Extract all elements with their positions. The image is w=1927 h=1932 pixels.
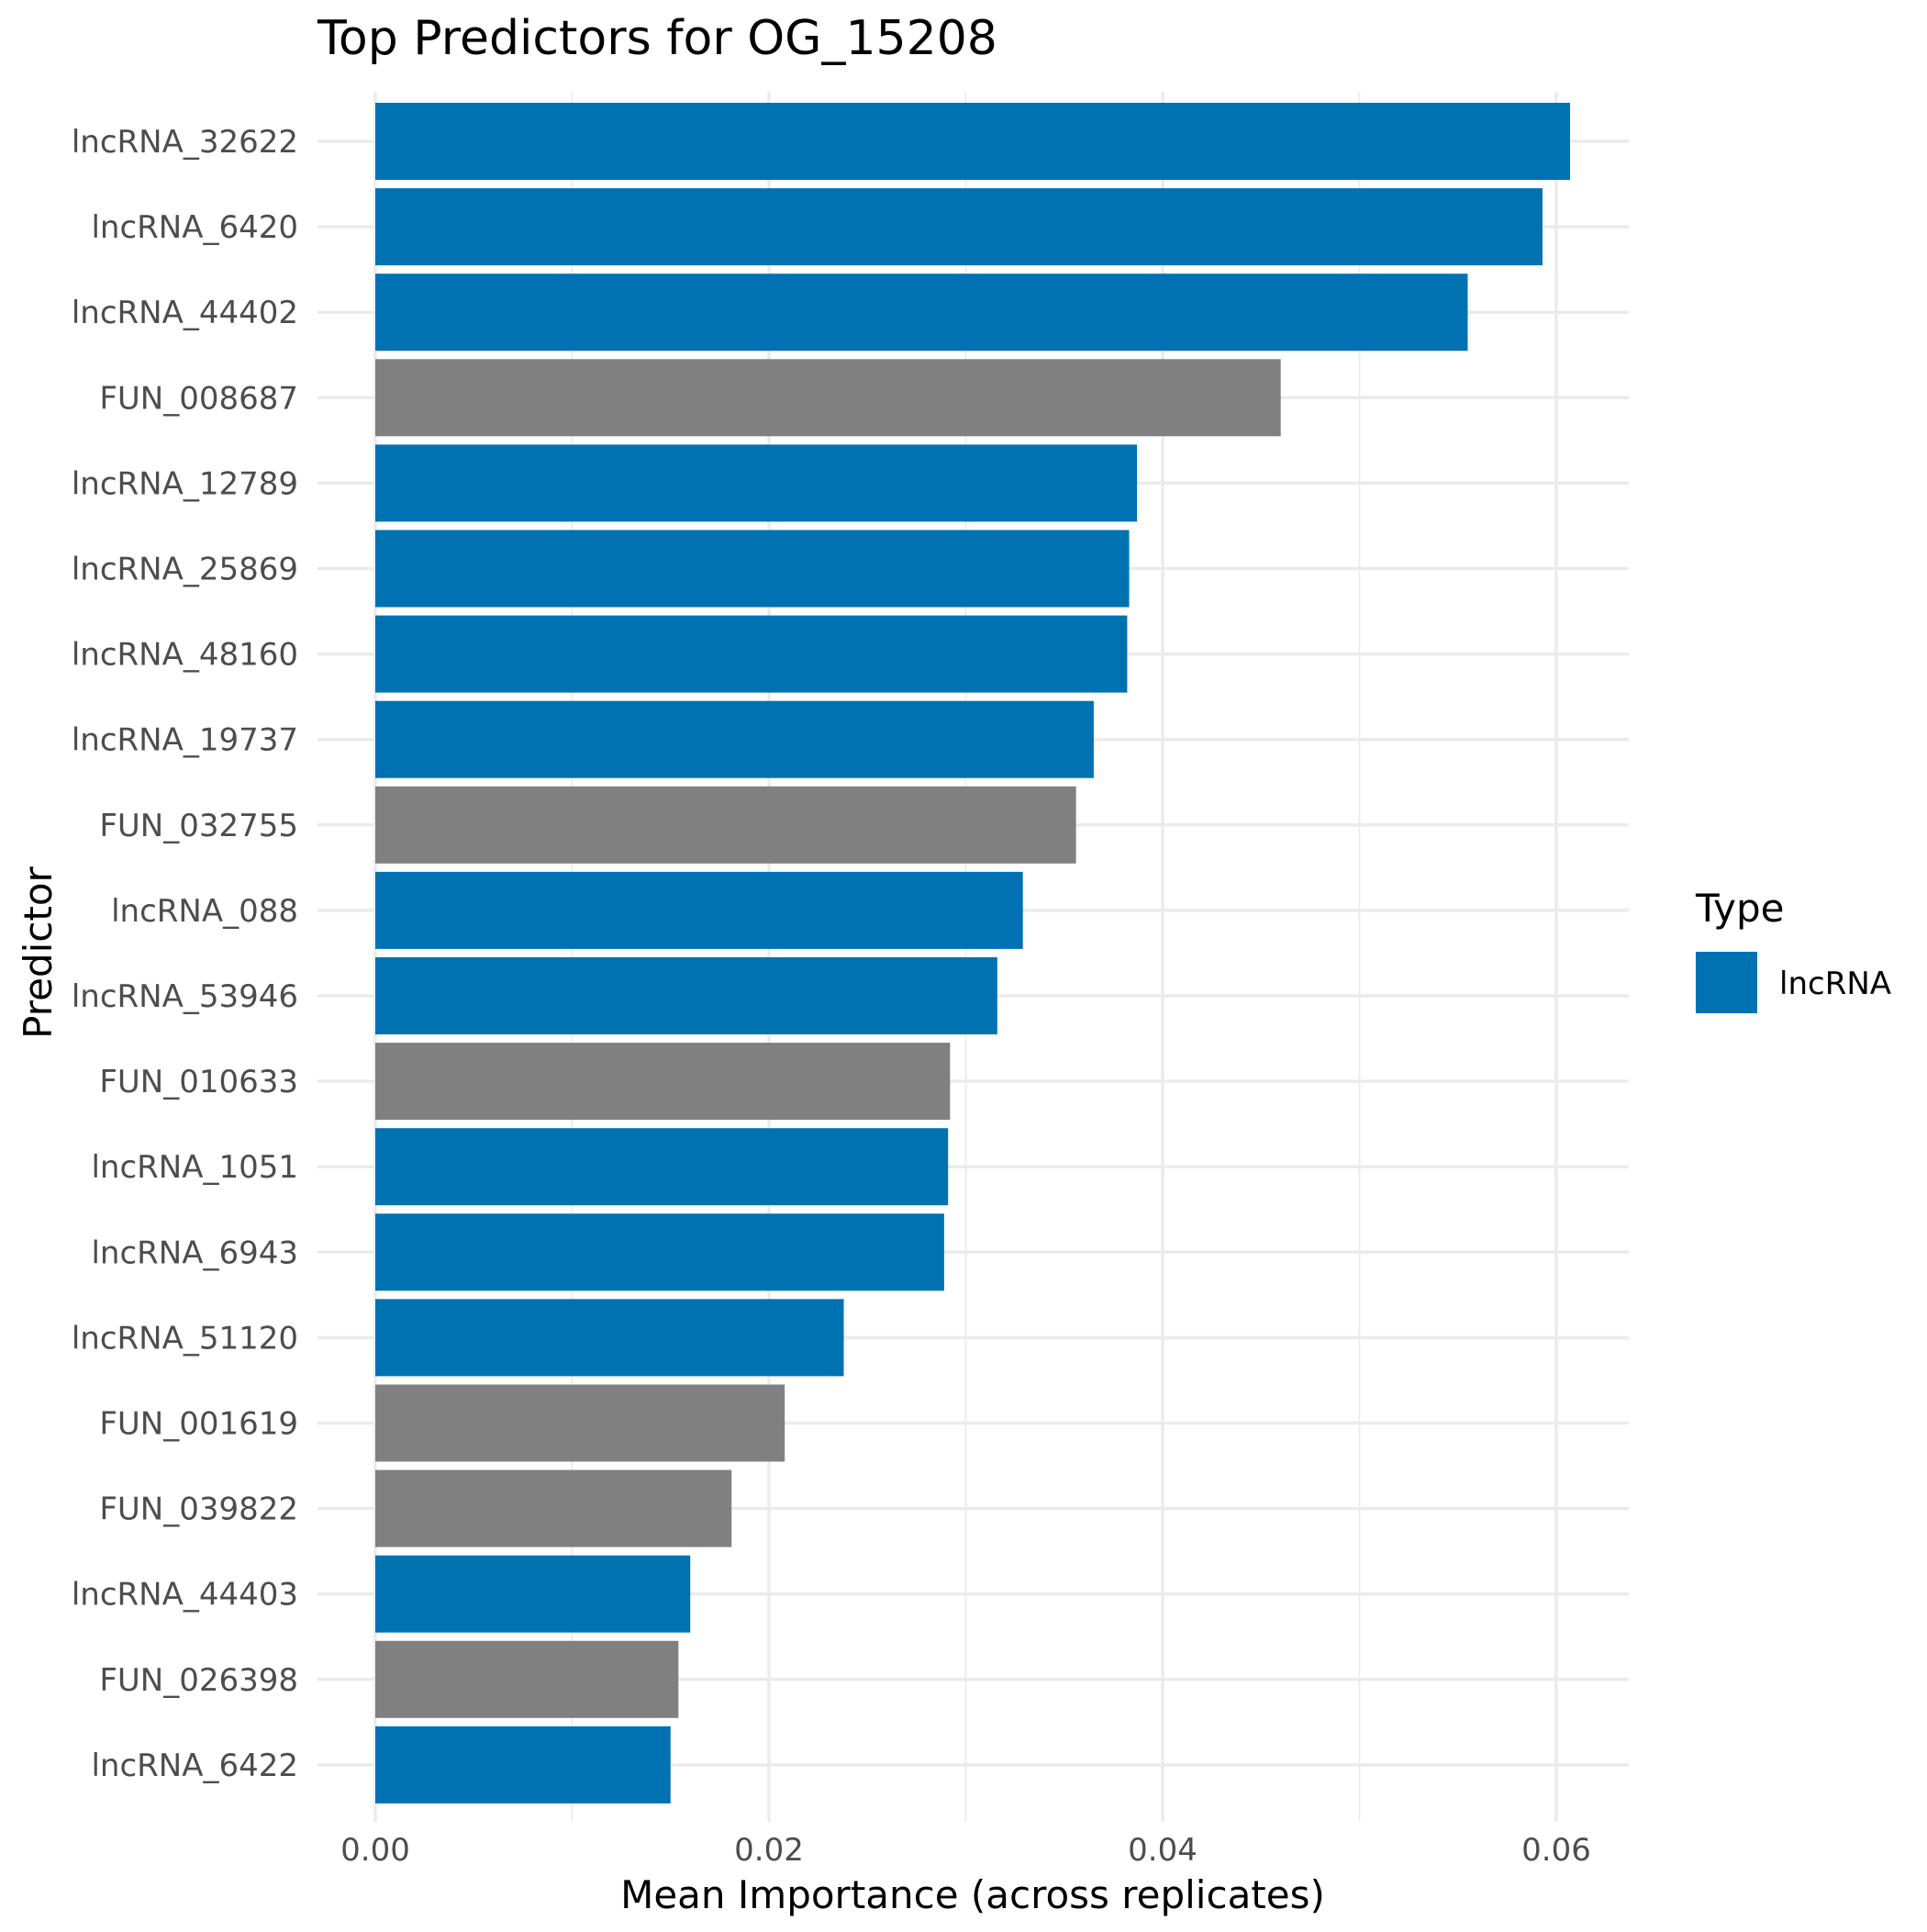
y-tick-label: lncRNA_6422 <box>91 1748 298 1784</box>
bar-lncRNA_1051 <box>375 1128 949 1206</box>
bar-lncRNA_48160 <box>375 615 1128 693</box>
bar-lncRNA_25869 <box>375 530 1130 608</box>
legend-label: lncRNA <box>1779 966 1891 1002</box>
x-tick-label: 0.04 <box>1128 1832 1197 1869</box>
bar-lncRNA_6943 <box>375 1213 944 1291</box>
x-axis-title: Mean Importance (across replicates) <box>620 1872 1325 1917</box>
chart-title: Top Predictors for OG_15208 <box>317 11 997 66</box>
y-tick-label: lncRNA_6420 <box>91 209 298 246</box>
bar-FUN_001619 <box>375 1384 785 1462</box>
y-tick-label: lncRNA_44402 <box>72 295 298 331</box>
bar-FUN_032755 <box>375 786 1076 864</box>
y-tick-label: FUN_039822 <box>99 1491 298 1528</box>
x-tick-label: 0.06 <box>1521 1832 1591 1869</box>
legend-key-lncRNA <box>1696 952 1757 1013</box>
y-tick-label: lncRNA_32622 <box>72 124 298 161</box>
legend-title: Type <box>1695 886 1784 931</box>
bar-FUN_039822 <box>375 1469 732 1547</box>
x-tick-label: 0.02 <box>734 1832 804 1869</box>
bar-lncRNA_32622 <box>375 103 1571 180</box>
y-tick-label: FUN_032755 <box>99 808 298 844</box>
y-tick-label: FUN_010633 <box>99 1064 298 1100</box>
y-tick-label: FUN_001619 <box>99 1406 298 1443</box>
bar-lncRNA_088 <box>375 871 1023 949</box>
y-tick-label: lncRNA_088 <box>111 893 298 930</box>
y-tick-labels: lncRNA_32622 lncRNA_6420 lncRNA_44402 FUN_0… <box>72 124 298 1784</box>
bar-lncRNA_6420 <box>375 188 1543 266</box>
y-tick-label: lncRNA_19737 <box>72 722 298 759</box>
y-tick-label: lncRNA_1051 <box>91 1149 298 1186</box>
bars <box>375 103 1571 1804</box>
y-tick-label: FUN_008687 <box>99 380 298 417</box>
bar-lncRNA_12789 <box>375 444 1138 522</box>
y-tick-label: lncRNA_44403 <box>72 1577 298 1614</box>
bar-FUN_008687 <box>375 359 1281 437</box>
bar-FUN_026398 <box>375 1640 679 1718</box>
legend: Type lncRNA <box>1695 886 1891 1013</box>
bar-lncRNA_44403 <box>375 1555 691 1633</box>
y-tick-label: lncRNA_6943 <box>91 1234 298 1271</box>
bar-lncRNA_53946 <box>375 957 997 1034</box>
bar-FUN_010633 <box>375 1043 951 1121</box>
bar-lncRNA_19737 <box>375 700 1094 778</box>
bar-lncRNA_6422 <box>375 1725 671 1804</box>
y-tick-label: FUN_026398 <box>99 1662 298 1699</box>
bar-lncRNA_51120 <box>375 1299 844 1377</box>
x-tick-labels: 0.00 0.02 0.04 0.06 <box>340 1832 1591 1869</box>
y-tick-label: lncRNA_25869 <box>72 552 298 588</box>
y-tick-label: lncRNA_48160 <box>72 637 298 674</box>
y-tick-label: lncRNA_12789 <box>72 465 298 502</box>
y-tick-label: lncRNA_51120 <box>72 1320 298 1357</box>
y-tick-label: lncRNA_53946 <box>72 978 298 1015</box>
x-tick-label: 0.00 <box>340 1832 410 1869</box>
bar-lncRNA_44402 <box>375 274 1468 352</box>
y-axis-title: Predictor <box>16 865 61 1038</box>
